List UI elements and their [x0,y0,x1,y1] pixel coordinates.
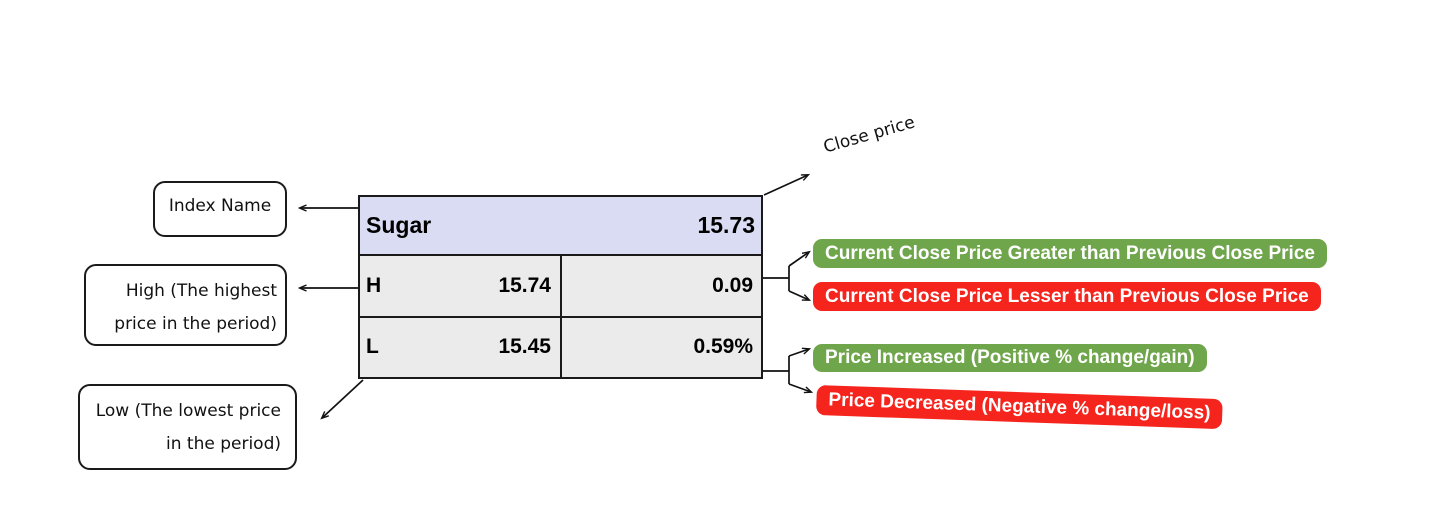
callout-high-line2: price in the period) [114,314,277,334]
index-name-cell: Sugar [366,212,432,238]
badge-price-increased: Price Increased (Positive % change/gain) [813,344,1207,372]
price-table: Sugar 15.73 H 15.74 0.09 L 15.45 0.59% [358,195,763,379]
callout-low-line1: Low (The lowest price [95,401,281,421]
percent-change-cell: 0.59% [562,317,761,377]
low-value: 15.45 [498,335,551,359]
arrow-low [322,379,364,418]
callout-low: Low (The lowest price in the period) [78,384,297,470]
high-label: H [366,273,382,297]
low-label: L [366,335,379,359]
arrow-close-greater [788,252,809,267]
change-value-cell: 0.09 [562,256,761,316]
change-value: 0.09 [712,273,753,297]
high-value: 15.74 [498,273,551,297]
arrow-close-price [763,175,808,196]
badge-close-greater: Current Close Price Greater than Previou… [813,239,1327,268]
high-row: H 15.74 0.09 [360,256,761,318]
callout-low-line2: in the period) [166,434,281,454]
high-label-cell: H 15.74 [360,256,562,316]
arrow-price-increased [788,349,809,357]
low-row: L 15.45 0.59% [360,317,761,377]
callout-high-line1: High (The highest [125,281,277,301]
arrow-close-lesser [788,290,809,300]
arrow-price-decreased [788,383,811,392]
close-price-cell: 15.73 [697,212,755,238]
callout-index-name: Index Name [153,181,287,237]
badge-close-lesser: Current Close Price Lesser than Previous… [813,282,1321,311]
table-header-row: Sugar 15.73 [360,197,761,256]
low-label-cell: L 15.45 [360,317,562,377]
percent-change-value: 0.59% [693,335,753,359]
callout-high: High (The highest price in the period) [84,264,287,346]
callout-index-name-label: Index Name [168,196,272,216]
